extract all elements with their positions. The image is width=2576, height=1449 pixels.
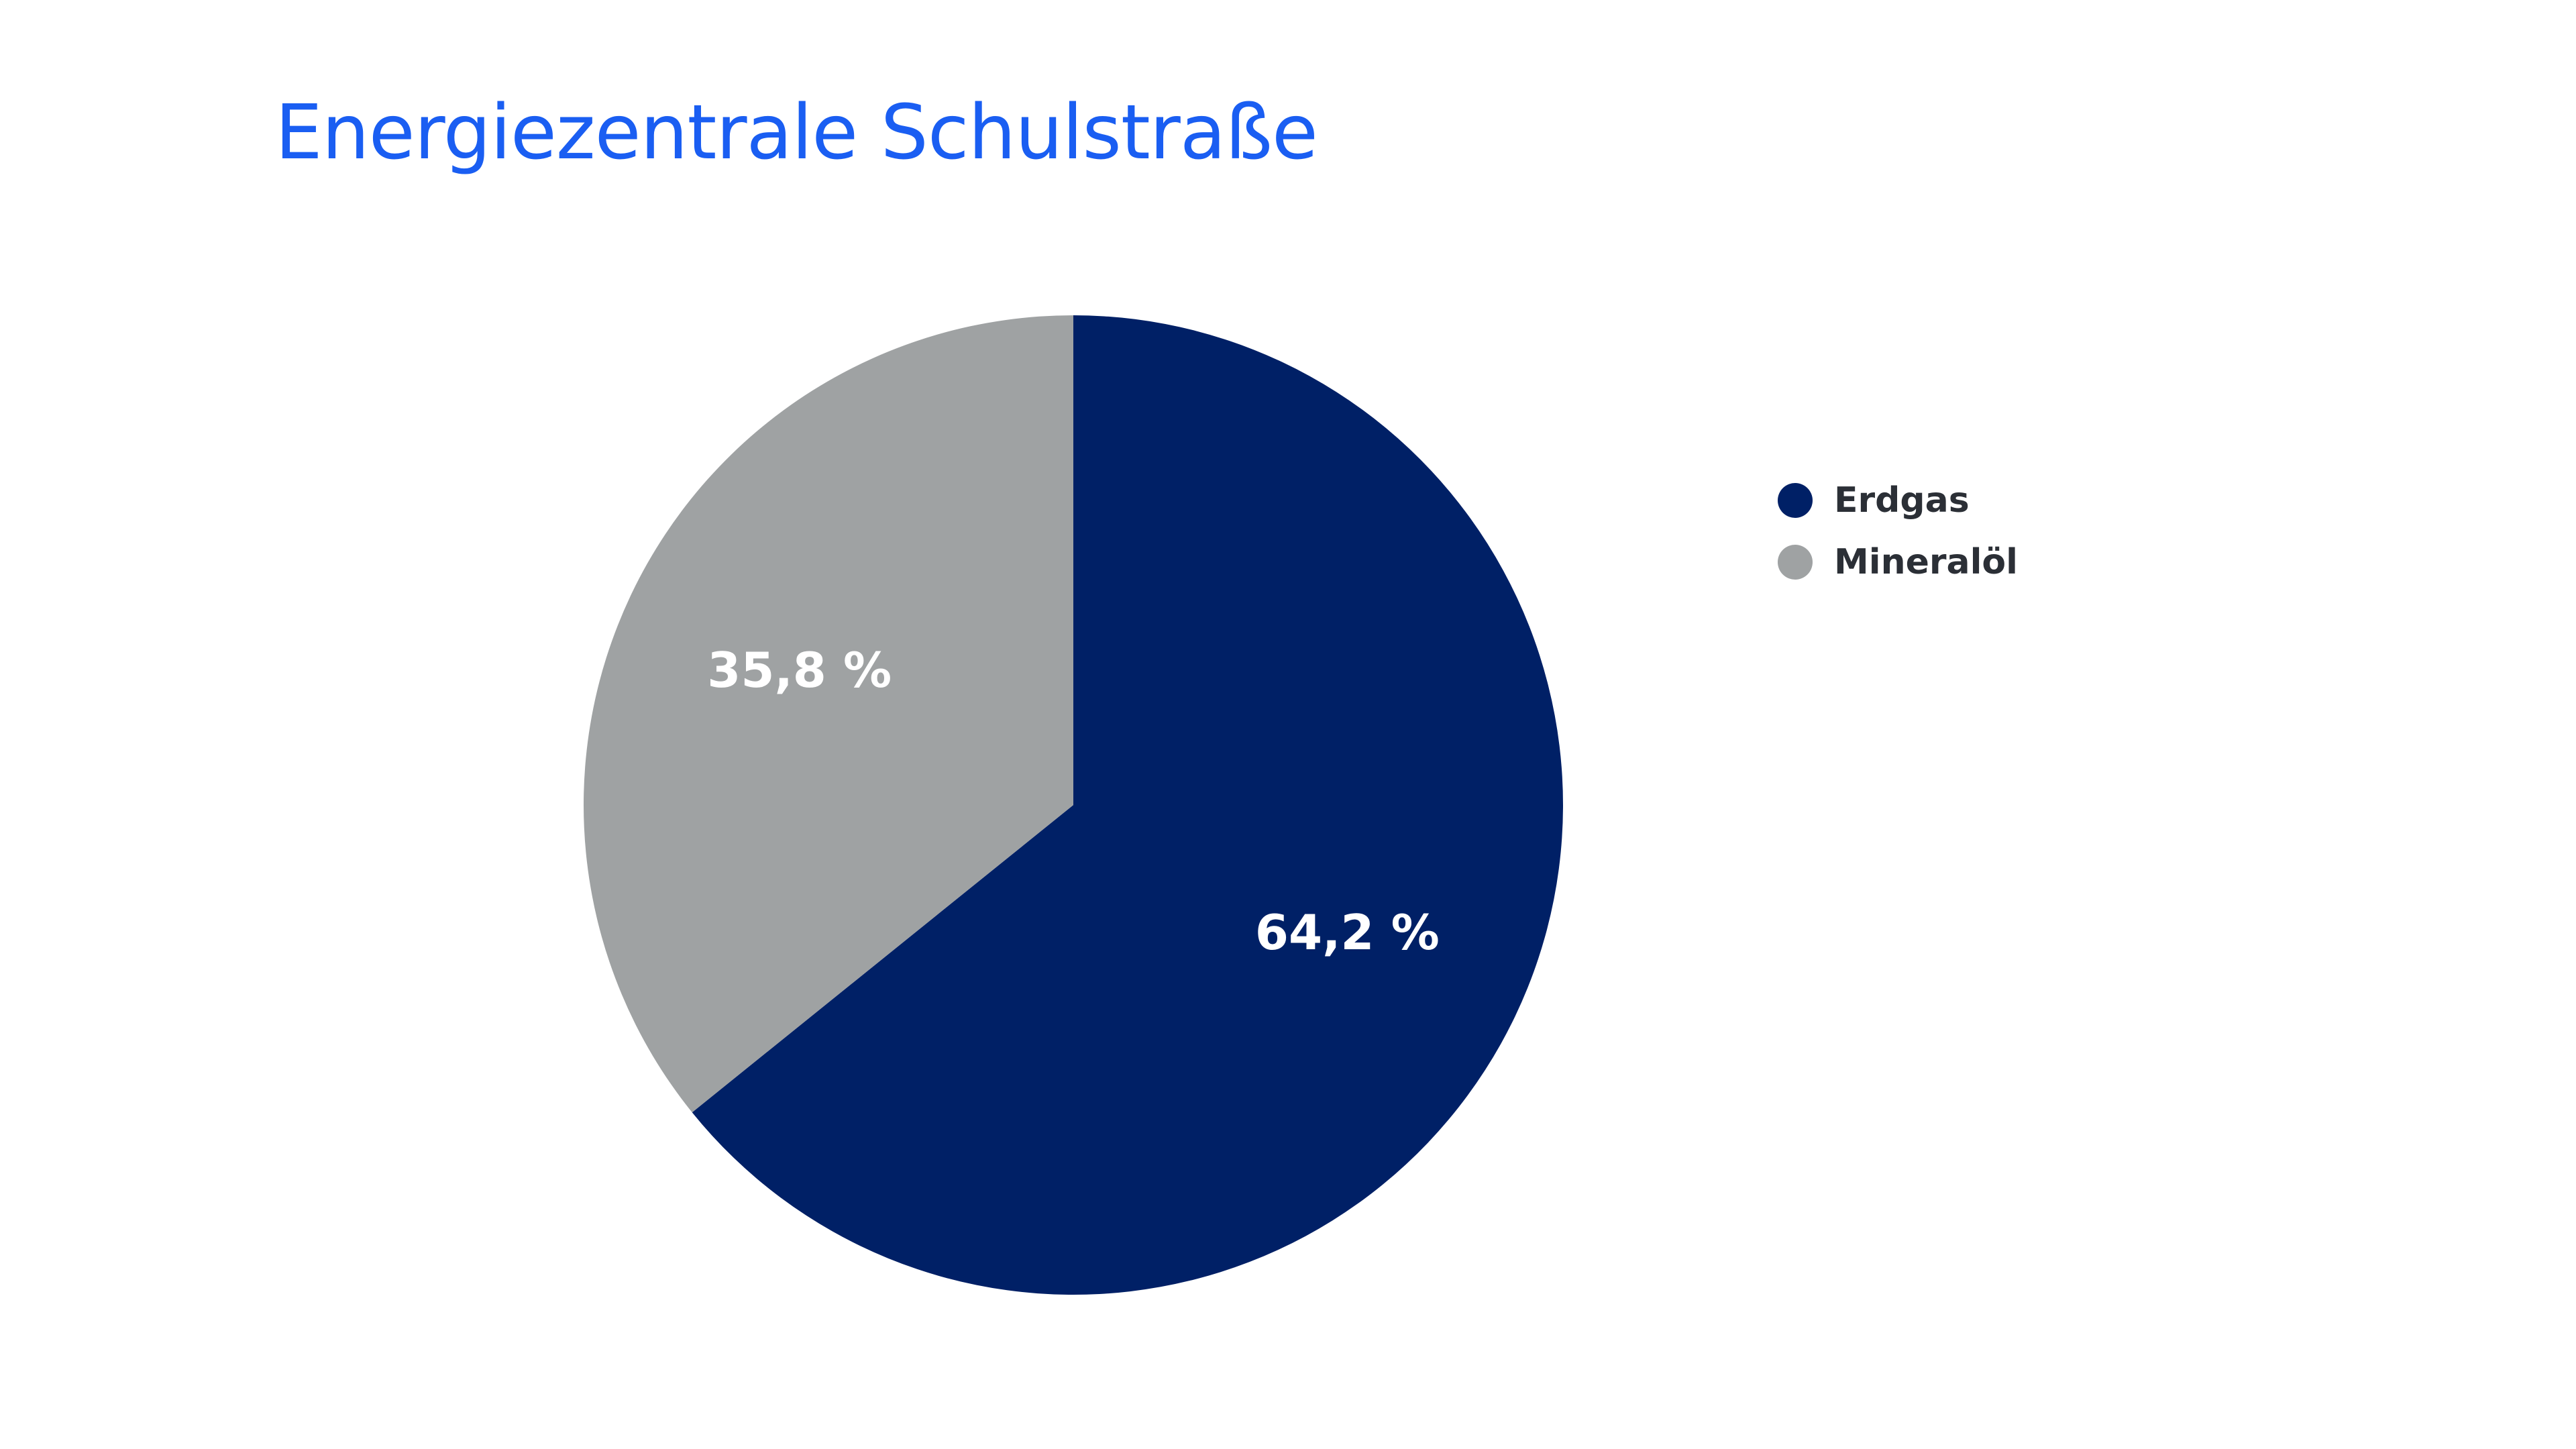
legend-label: Mineralöl bbox=[1834, 542, 2018, 582]
slice-value-label: 64,2 % bbox=[1255, 904, 1440, 961]
legend-item: Erdgas bbox=[1778, 470, 2018, 531]
pie-slice-erdgas bbox=[692, 315, 1563, 1295]
chart-legend: Erdgas Mineralöl bbox=[1778, 470, 2018, 593]
legend-item: Mineralöl bbox=[1778, 531, 2018, 593]
pie-slice-mineralöl bbox=[584, 315, 1073, 1113]
pie-slice-labels: 64,2 % 35,8 % bbox=[707, 642, 1439, 961]
legend-label: Erdgas bbox=[1834, 480, 1970, 521]
slice-value-label: 35,8 % bbox=[707, 642, 892, 698]
pie-slices bbox=[584, 315, 1563, 1295]
legend-swatch bbox=[1778, 483, 1813, 518]
legend-swatch bbox=[1778, 545, 1813, 580]
chart-title: Energiezentrale Schulstraße bbox=[275, 89, 1318, 176]
